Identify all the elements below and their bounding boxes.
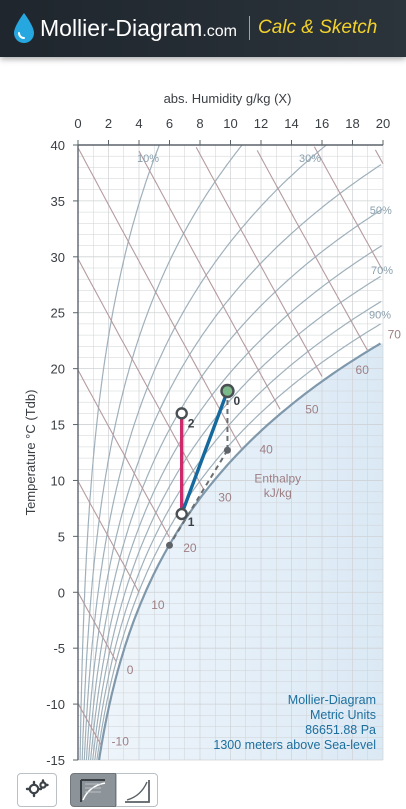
y-tick-label: -15	[46, 753, 65, 768]
enthalpy-label: 70	[388, 327, 402, 341]
brand-domain: .com	[202, 23, 237, 40]
enthalpy-line	[77, 592, 117, 662]
mollier-chart[interactable]: 0 2 4 6 8 10 12 14 16 18 204035302520151050-5-10-1…	[0, 57, 406, 773]
rh-label: 50%	[370, 205, 392, 217]
x-tick-label: 6	[166, 116, 173, 131]
enthalpy-line	[256, 150, 369, 352]
rh-curve	[90, 245, 383, 761]
y-tick-label: 30	[51, 250, 65, 265]
x-tick-label: 8	[196, 116, 203, 131]
x-tick-label: 16	[315, 116, 329, 131]
state-point-label: 0	[233, 394, 240, 408]
y-tick-label: -5	[53, 641, 65, 656]
header-divider	[249, 16, 250, 40]
rh-curve	[87, 208, 383, 761]
enthalpy-label: 40	[259, 443, 273, 457]
y-tick-label: 40	[51, 138, 65, 153]
x-axis-title: abs. Humidity g/kg (X)	[164, 91, 292, 106]
enthalpy-line	[374, 149, 384, 164]
x-tick-label: 18	[345, 116, 359, 131]
x-tick-label: 12	[254, 116, 268, 131]
saturation-curve	[98, 342, 382, 761]
y-tick-label: 35	[51, 194, 65, 209]
y-tick-label: 0	[58, 585, 65, 600]
tagline: Calc & Sketch	[258, 17, 378, 38]
rh-curve	[96, 323, 381, 761]
enthalpy-label: 10	[151, 598, 165, 612]
app-header: Mollier-Diagram.com Calc & Sketch	[0, 0, 406, 57]
settings-gears-icon	[25, 779, 49, 798]
enthalpy-line	[77, 147, 243, 450]
mollier-chart-icon	[80, 779, 106, 802]
state-point-1[interactable]	[175, 507, 188, 521]
enthalpy-line	[313, 146, 384, 272]
state-point-2[interactable]	[175, 407, 188, 420]
rh-curve	[94, 300, 382, 761]
y-tick-label: 10	[51, 473, 65, 488]
aux-point	[223, 446, 231, 454]
brand-name: Mollier-Diagram	[40, 15, 203, 41]
state-point-label: 1	[188, 515, 195, 529]
settings-button[interactable]	[17, 773, 57, 807]
rh-label: 70%	[371, 265, 393, 277]
x-tick-label: 0	[74, 116, 81, 131]
y-tick-label: 15	[51, 418, 65, 433]
enthalpy-label: 60	[356, 363, 370, 377]
x-tick-label: 4	[135, 116, 142, 131]
process-line[interactable]	[179, 389, 230, 516]
state-point-0[interactable]	[220, 383, 235, 399]
info-line: Mollier-Diagram	[288, 693, 376, 707]
rh-curve	[79, 144, 160, 760]
enthalpy-label: 0	[127, 663, 134, 677]
rh-curve	[81, 144, 243, 761]
brand-title[interactable]: Mollier-Diagram.com	[40, 15, 237, 45]
x-tick-label: 10	[223, 116, 237, 131]
water-drop-icon	[14, 13, 34, 43]
rh-label: 90%	[369, 310, 391, 322]
info-line: 86651.88 Pa	[305, 723, 376, 737]
enthalpy-line	[195, 146, 323, 377]
x-tick-label: 14	[284, 116, 298, 131]
saturation-fog-area	[99, 343, 383, 760]
rh-curve	[92, 275, 381, 761]
rh-label: 10%	[137, 153, 159, 165]
y-tick-label: 5	[58, 529, 65, 544]
mollier-view-button[interactable]	[70, 773, 116, 807]
enthalpy-label: -10	[112, 734, 130, 748]
y-tick-label: 25	[51, 306, 65, 321]
info-line: 1300 meters above Sea-level	[213, 738, 376, 752]
dashed-helper-line	[168, 449, 229, 546]
x-tick-label: 2	[105, 116, 112, 131]
y-tick-label: -10	[46, 697, 65, 712]
state-point-label: 2	[188, 416, 195, 430]
info-line: Metric Units	[310, 708, 376, 722]
rh-curve	[83, 144, 327, 761]
aux-point	[166, 541, 173, 549]
enthalpy-unit-label: Enthalpy	[254, 472, 301, 486]
enthalpy-label: 20	[183, 541, 197, 555]
enthalpy-label: 30	[218, 491, 232, 505]
rh-label: 30%	[299, 153, 321, 165]
enthalpy-line	[77, 369, 170, 538]
enthalpy-line	[77, 480, 140, 593]
enthalpy-unit-label: kJ/kg	[264, 486, 292, 500]
psychro-view-button[interactable]	[116, 773, 158, 807]
x-tick-label: 20	[376, 116, 390, 131]
y-tick-label: 20	[51, 362, 65, 377]
y-axis-title: Temperature °C (Tdb)	[23, 390, 38, 516]
enthalpy-label: 50	[305, 402, 319, 416]
enthalpy-line	[77, 703, 102, 745]
enthalpy-line	[138, 150, 281, 410]
